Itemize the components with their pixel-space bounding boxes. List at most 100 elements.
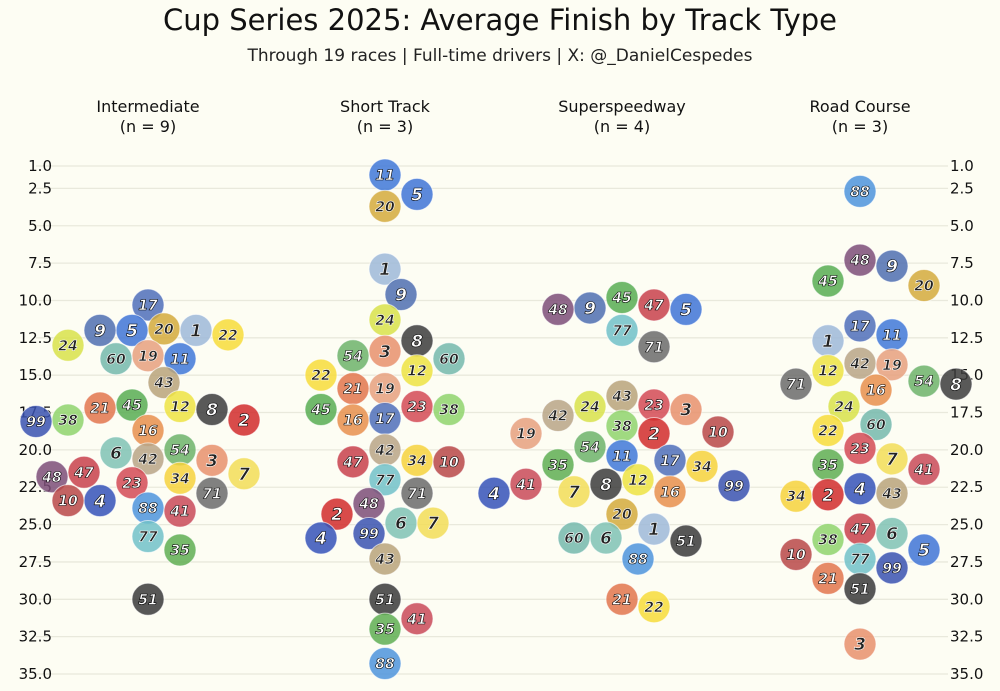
car-number-label: 3 xyxy=(379,342,391,362)
car-number-label: 1 xyxy=(822,332,834,352)
car-number-label: 77 xyxy=(850,552,870,568)
car-number-label: 71 xyxy=(202,486,221,502)
car-number-label: 1 xyxy=(379,260,391,280)
car-marker: 99 xyxy=(717,469,751,503)
car-marker-circle xyxy=(400,476,434,510)
car-number-label: 17 xyxy=(660,453,680,469)
car-marker: 60 xyxy=(99,342,133,376)
car-number-label: 12 xyxy=(407,364,426,380)
car-marker-circle xyxy=(621,463,655,497)
car-number-label: 20 xyxy=(375,199,395,215)
car-marker: 1 xyxy=(179,313,213,347)
car-number-label: 24 xyxy=(375,313,394,329)
car-marker-circle xyxy=(875,348,909,382)
car-marker: 45 xyxy=(605,280,639,314)
car-number-label: 34 xyxy=(170,471,189,487)
car-marker: 6 xyxy=(384,506,418,540)
car-number-label: 3 xyxy=(854,635,866,655)
facet-title: Superspeedway xyxy=(558,97,686,116)
car-marker: 48 xyxy=(843,243,877,277)
car-marker-circle xyxy=(637,590,671,624)
car-number-label: 17 xyxy=(375,412,395,428)
y-tick-left: 7.5 xyxy=(28,254,52,272)
y-tick-right: 1.0 xyxy=(950,157,974,175)
car-number-label: 5 xyxy=(126,321,138,341)
car-number-label: 54 xyxy=(580,440,599,456)
car-marker: 71 xyxy=(400,476,434,510)
car-number-label: 10 xyxy=(58,494,78,510)
car-marker: 6 xyxy=(589,521,623,555)
car-number-label: 21 xyxy=(612,592,631,608)
car-marker: 12 xyxy=(400,354,434,388)
car-marker: 20 xyxy=(907,269,941,303)
car-number-label: 77 xyxy=(612,323,632,339)
car-marker-circle xyxy=(432,342,466,376)
car-marker: 9 xyxy=(83,313,117,347)
car-marker-circle xyxy=(400,602,434,636)
car-marker-circle xyxy=(384,277,418,311)
car-marker: 9 xyxy=(384,277,418,311)
car-marker-circle xyxy=(509,467,543,501)
car-number-label: 38 xyxy=(58,413,78,429)
car-number-label: 43 xyxy=(611,389,631,405)
car-marker: 77 xyxy=(368,463,402,497)
car-marker-circle xyxy=(115,466,149,500)
car-number-label: 54 xyxy=(343,349,362,365)
car-number-label: 43 xyxy=(881,486,901,502)
car-number-label: 4 xyxy=(93,492,106,512)
car-number-label: 7 xyxy=(886,450,898,470)
car-marker: 4 xyxy=(304,521,338,555)
car-marker-circle xyxy=(179,313,213,347)
car-marker-circle xyxy=(843,309,877,343)
car-number-label: 1 xyxy=(190,321,202,341)
car-number-label: 41 xyxy=(515,477,535,493)
car-number-label: 48 xyxy=(41,470,62,486)
car-marker-circle xyxy=(432,393,466,427)
car-number-label: 60 xyxy=(866,418,886,434)
car-number-label: 71 xyxy=(786,377,805,393)
car-marker-circle xyxy=(368,647,402,681)
car-marker: 35 xyxy=(368,612,402,646)
car-number-label: 6 xyxy=(600,529,612,549)
car-marker: 60 xyxy=(859,407,893,441)
car-marker-circle xyxy=(573,390,607,424)
car-number-label: 16 xyxy=(343,413,363,429)
car-marker-circle xyxy=(541,292,575,326)
car-marker-circle xyxy=(368,542,402,576)
car-marker: 7 xyxy=(557,475,591,509)
car-marker: 20 xyxy=(147,312,181,346)
y-tick-left: 20.0 xyxy=(19,441,52,459)
car-marker: 42 xyxy=(368,433,402,467)
car-marker-circle xyxy=(99,342,133,376)
car-marker: 99 xyxy=(352,517,386,551)
car-marker: 17 xyxy=(131,288,165,322)
car-marker: 5 xyxy=(115,313,149,347)
car-marker-circle xyxy=(541,448,575,482)
car-marker-circle xyxy=(35,460,69,494)
car-number-label: 2 xyxy=(822,486,834,506)
car-marker: 9 xyxy=(573,291,607,325)
car-marker-circle xyxy=(131,520,165,554)
car-marker: 22 xyxy=(304,358,338,392)
car-marker-circle xyxy=(669,292,703,326)
car-marker: 3 xyxy=(368,334,402,368)
car-number-label: 20 xyxy=(154,322,174,338)
car-marker-circle xyxy=(843,472,877,506)
car-number-label: 35 xyxy=(375,622,395,638)
car-marker-circle xyxy=(843,243,877,277)
car-marker: 17 xyxy=(368,402,402,436)
y-tick-left: 2.5 xyxy=(28,179,52,197)
car-marker: 11 xyxy=(605,439,639,473)
car-marker-circle xyxy=(83,313,117,347)
car-marker: 12 xyxy=(163,390,197,424)
car-marker: 34 xyxy=(685,449,719,483)
car-marker-circle xyxy=(163,533,197,567)
car-marker: 23 xyxy=(843,431,877,465)
car-marker-circle xyxy=(907,269,941,303)
y-tick-right: 2.5 xyxy=(950,179,974,197)
car-marker-circle xyxy=(605,313,639,347)
car-marker-circle xyxy=(859,373,893,407)
car-marker: 43 xyxy=(368,542,402,576)
car-marker-circle xyxy=(621,542,655,576)
car-marker: 35 xyxy=(163,533,197,567)
